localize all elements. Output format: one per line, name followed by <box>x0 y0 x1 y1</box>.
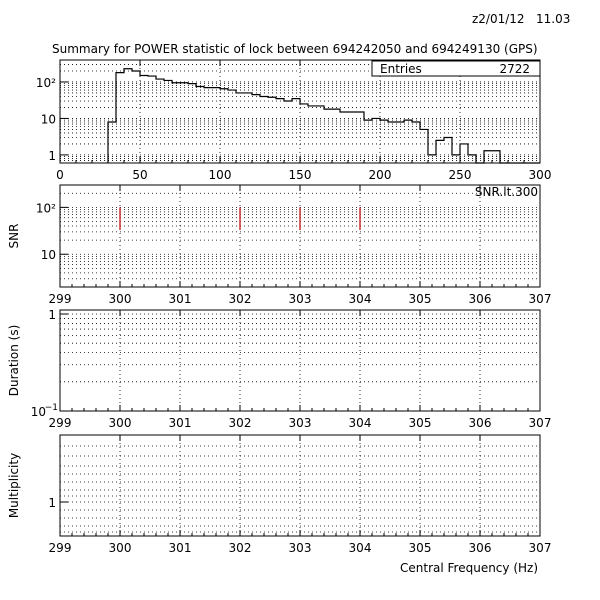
x-tick-label: 307 <box>529 416 552 430</box>
x-tick-label: 304 <box>349 292 372 306</box>
frame-snr <box>59 184 541 288</box>
x-tick-label: 300 <box>109 292 132 306</box>
y-tick-label-exp: −1 <box>45 403 58 413</box>
header-timestamp: z2/01/12 11.03 <box>472 12 570 26</box>
x-tick-label: 200 <box>369 168 392 182</box>
panel-histogram: 0 50 100 150 200 250 300 1 10 10² Entries 2722 <box>36 59 552 182</box>
x-tick-label: 300 <box>529 168 552 182</box>
x-tick-label: 150 <box>289 168 312 182</box>
x-tick-label: 305 <box>409 292 432 306</box>
x-tick-label: 306 <box>469 541 492 555</box>
x-tick-label: 299 <box>49 292 72 306</box>
x-tick-label: 303 <box>289 416 312 430</box>
y-tick-label: 10 <box>41 112 56 126</box>
y-tick-label: 1 <box>48 308 56 322</box>
x-axis-label: Central Frequency (Hz) <box>400 561 538 575</box>
x-tick-label: 250 <box>449 168 472 182</box>
y-tick-label: 10² <box>36 201 56 215</box>
x-tick-label: 304 <box>349 416 372 430</box>
frame-multiplicity <box>59 434 541 537</box>
x-tick-label: 300 <box>109 541 132 555</box>
x-tick-label: 302 <box>229 541 252 555</box>
y-tick-label: 1 <box>48 496 56 510</box>
x-tick-label: 304 <box>349 541 372 555</box>
y-tick-label: 10 <box>31 405 46 419</box>
header-date: z2/01/12 <box>472 12 525 26</box>
page-title: Summary for POWER statistic of lock betw… <box>52 42 538 56</box>
header-time: 11.03 <box>536 12 571 26</box>
y-tick-label: 10 <box>41 248 56 262</box>
legend-label: SNR.lt.300 <box>475 185 538 199</box>
x-tick-label: 299 <box>49 541 72 555</box>
x-tick-label: 100 <box>209 168 232 182</box>
x-tick-label: 307 <box>529 292 552 306</box>
x-tick-label: 305 <box>409 541 432 555</box>
y-axis-label-multiplicity: Multiplicity <box>7 453 21 518</box>
x-tick-label: 299 <box>49 416 72 430</box>
x-tick-label: 303 <box>289 292 312 306</box>
y-axis-label-snr: SNR <box>7 224 21 249</box>
x-tick-label: 300 <box>109 416 132 430</box>
x-tick-label: 301 <box>169 416 192 430</box>
x-tick-label: 302 <box>229 416 252 430</box>
x-tick-label: 303 <box>289 541 312 555</box>
legend-box: Entries 2722 <box>371 60 541 77</box>
histogram-line <box>107 68 540 164</box>
y-tick-label: 10² <box>36 76 56 90</box>
x-tick-label: 307 <box>529 541 552 555</box>
panel-snr: 299 300 301 302 303 304 305 306 307 10 10² SNR SNR.l… <box>7 184 552 306</box>
legend-label: Entries <box>380 62 422 76</box>
x-tick-label: 302 <box>229 292 252 306</box>
x-tick-label: 301 <box>169 541 192 555</box>
x-tick-label: 50 <box>132 168 147 182</box>
panel-multiplicity: 299 300 301 302 303 304 305 306 307 1 Multiplicity <box>7 434 552 555</box>
panel-duration: 299 300 301 302 303 304 305 306 307 1 10−1 Duration… <box>7 308 551 430</box>
y-axis-label-duration: Duration (s) <box>7 325 21 397</box>
x-tick-label: 306 <box>469 292 492 306</box>
x-tick-label: 0 <box>56 168 64 182</box>
legend-frame <box>371 60 541 77</box>
x-tick-label: 305 <box>409 416 432 430</box>
x-tick-label: 301 <box>169 292 192 306</box>
x-tick-label: 306 <box>469 416 492 430</box>
frame-duration <box>59 309 541 412</box>
y-tick-label: 1 <box>48 149 56 163</box>
legend-value: 2722 <box>499 62 530 76</box>
